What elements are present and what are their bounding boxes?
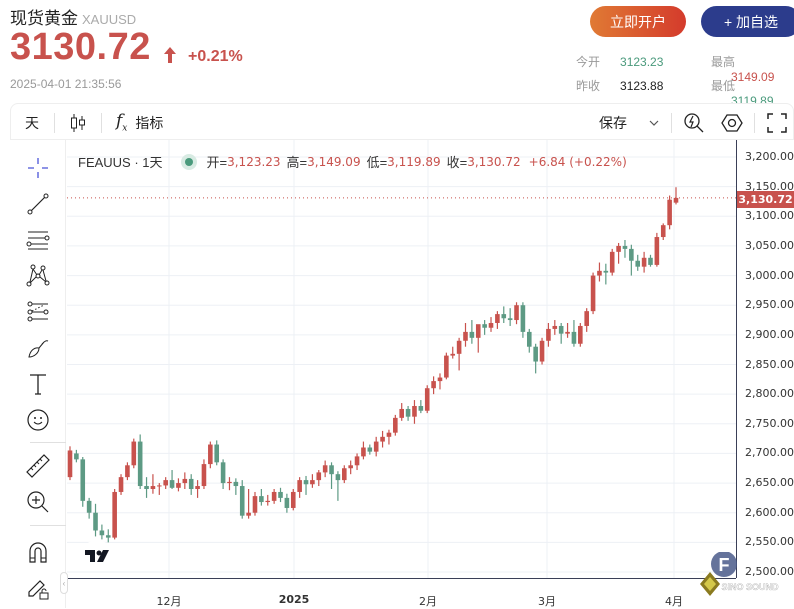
y-tick-label: 2,600.00 <box>745 505 794 519</box>
x-tick-label: 2月 <box>419 595 437 608</box>
tradingview-logo[interactable] <box>80 541 114 571</box>
lock-drawings-tool[interactable] <box>24 574 52 602</box>
emoji-icon <box>27 409 49 431</box>
text-icon <box>30 374 46 395</box>
quick-search-icon <box>684 112 704 132</box>
arrow-up-icon <box>164 47 176 63</box>
zoom-in-icon <box>27 491 49 513</box>
last-price: 3130.72 <box>10 26 151 68</box>
legend-low: 3,119.89 <box>387 154 441 169</box>
x-tick-label: 2025 <box>278 593 310 606</box>
x-tick-label: 12月 <box>156 595 182 608</box>
y-tick-label: 3,000.00 <box>745 268 794 282</box>
settings-button[interactable] <box>721 104 743 141</box>
y-tick-label: 3,050.00 <box>745 238 794 252</box>
save-dropdown[interactable] <box>649 104 659 141</box>
ruler-icon <box>26 454 50 478</box>
pattern-tool[interactable] <box>24 262 52 290</box>
y-tick-label: 2,900.00 <box>745 327 794 341</box>
prediction-tool[interactable] <box>24 298 52 326</box>
gear-icon <box>721 113 743 132</box>
trend-line-tool[interactable] <box>24 190 52 218</box>
legend-open: 3,123.23 <box>227 154 281 169</box>
fullscreen-icon <box>767 112 787 133</box>
sinosound-watermark: F SINO SOUND <box>700 552 779 596</box>
divider <box>101 113 102 133</box>
instrument-symbol: XAUUSD <box>82 12 137 27</box>
divider <box>30 525 66 526</box>
chevron-down-icon <box>649 120 659 126</box>
open-account-button[interactable]: 立即开户 <box>590 6 686 37</box>
x-tick-label: 4月 <box>665 595 683 608</box>
y-tick-label: 2,700.00 <box>745 446 794 460</box>
divider <box>754 113 755 133</box>
stat-open: 今开 3123.23 <box>576 55 664 69</box>
candlestick-chart[interactable] <box>67 140 736 578</box>
tradingview-icon <box>85 550 109 562</box>
y-tick-label: 3,150.00 <box>745 179 794 193</box>
prediction-icon <box>27 301 49 322</box>
x-tick-label: 3月 <box>538 595 556 608</box>
fib-tool[interactable] <box>24 226 52 254</box>
crosshair-icon <box>28 158 48 178</box>
collapse-toolbar-button[interactable]: ‹ <box>60 572 68 594</box>
legend-symbol[interactable]: FEAUUS · 1天 <box>78 155 163 170</box>
ruler-tool[interactable] <box>24 452 52 480</box>
y-tick-label: 2,550.00 <box>745 535 794 549</box>
stat-high: 最高3149.09 <box>711 55 775 84</box>
candlestick-icon <box>71 113 85 132</box>
interval-button[interactable]: 天 <box>25 114 39 131</box>
y-tick-label: 3,200.00 <box>745 150 794 163</box>
magnet-icon <box>29 542 47 563</box>
divider <box>30 442 66 443</box>
lock-drawing-icon <box>28 580 49 600</box>
indicators-button[interactable]: fx 指标 <box>116 104 163 141</box>
price-axis[interactable]: 3,200.00 3,150.00 3,100.00 3,050.00 3,000.00… <box>736 140 794 578</box>
legend-change: +6.84 (+0.22%) <box>528 154 627 169</box>
quick-search-button[interactable] <box>683 104 705 141</box>
y-tick-label: 2,800.00 <box>745 387 794 401</box>
chart-legend: FEAUUS · 1天 开= 3,123.23 高= 3,149.09 低= 3,11… <box>78 152 627 171</box>
emoji-tool[interactable] <box>24 406 52 434</box>
chart-toolbar: 天 fx 指标 保存 <box>10 103 794 140</box>
fullscreen-button[interactable] <box>767 104 787 141</box>
trend-line-icon <box>27 193 49 215</box>
drawing-toolbar <box>10 140 66 608</box>
instrument-name: 现货黄金 <box>10 9 78 28</box>
save-button[interactable]: 保存 <box>599 114 627 131</box>
legend-close: 3,130.72 <box>467 154 521 169</box>
svg-text:F: F <box>719 555 730 575</box>
crosshair-tool[interactable] <box>24 154 52 182</box>
timestamp: 2025-04-01 21:35:56 <box>10 77 122 91</box>
magnet-tool[interactable] <box>24 538 52 566</box>
instrument-title: 现货黄金 XAUUSD <box>10 4 136 29</box>
time-axis[interactable]: 12月 2025 2月 3月 4月 <box>67 578 736 608</box>
fib-retracement-icon <box>26 231 50 250</box>
divider <box>54 113 55 133</box>
brush-tool[interactable] <box>24 334 52 362</box>
y-tick-label: 2,500.00 <box>745 565 794 578</box>
market-status-icon <box>180 153 197 170</box>
y-tick-label: 2,850.00 <box>745 357 794 371</box>
y-tick-label: 2,650.00 <box>745 476 794 490</box>
legend-high: 3,149.09 <box>307 154 361 169</box>
y-tick-label: 3,100.00 <box>745 209 794 223</box>
chart-type-button[interactable] <box>69 104 87 141</box>
current-price-label: 3,130.72 <box>737 191 794 208</box>
indicators-label: 指标 <box>135 114 164 131</box>
divider <box>671 113 672 133</box>
add-watchlist-button[interactable]: + 加自选 <box>701 6 794 37</box>
y-tick-label: 2,750.00 <box>745 416 794 430</box>
stat-prev-close: 昨收 3123.88 <box>576 79 664 93</box>
brush-icon <box>28 340 49 358</box>
pattern-icon <box>26 264 50 287</box>
y-tick-label: 2,950.00 <box>745 298 794 312</box>
function-icon: fx <box>116 111 128 134</box>
text-tool[interactable] <box>24 370 52 398</box>
zoom-tool[interactable] <box>24 488 52 516</box>
svg-text:SINO SOUND: SINO SOUND <box>721 582 779 592</box>
change-percent: +0.21% <box>188 48 243 65</box>
